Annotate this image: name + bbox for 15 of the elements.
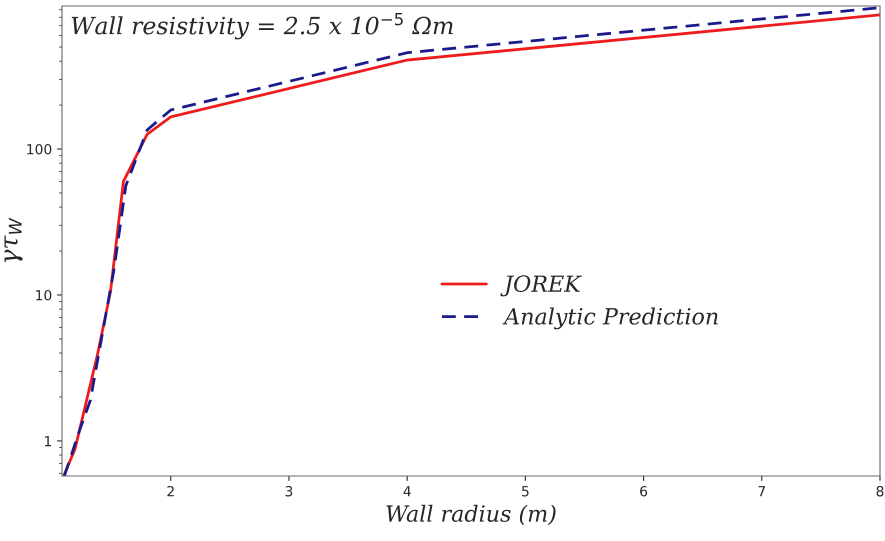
x-tick-label: 7	[758, 486, 766, 496]
y-tick-label: 1	[44, 436, 51, 446]
y-tick-label: 100	[27, 144, 52, 155]
y-tick-label: 10	[36, 290, 52, 300]
x-axis-title: Wall radius (m)	[386, 504, 556, 526]
x-tick-label: 3	[286, 486, 292, 496]
x-tick-label: 2	[167, 486, 174, 496]
legend-label: Analytic Prediction	[502, 308, 718, 330]
annotation: Wall resistivity = 2.5 x 10$^{−5}$ Ωm	[72, 13, 453, 40]
x-tick-label: 4	[403, 486, 411, 496]
x-tick-label: 6	[640, 486, 648, 496]
x-tick-label: 5	[522, 486, 529, 496]
x-tick-label: 8	[876, 486, 884, 496]
legend-label: JOREK	[500, 275, 582, 296]
y-axis-title: γτ$_{W}$	[4, 218, 23, 262]
